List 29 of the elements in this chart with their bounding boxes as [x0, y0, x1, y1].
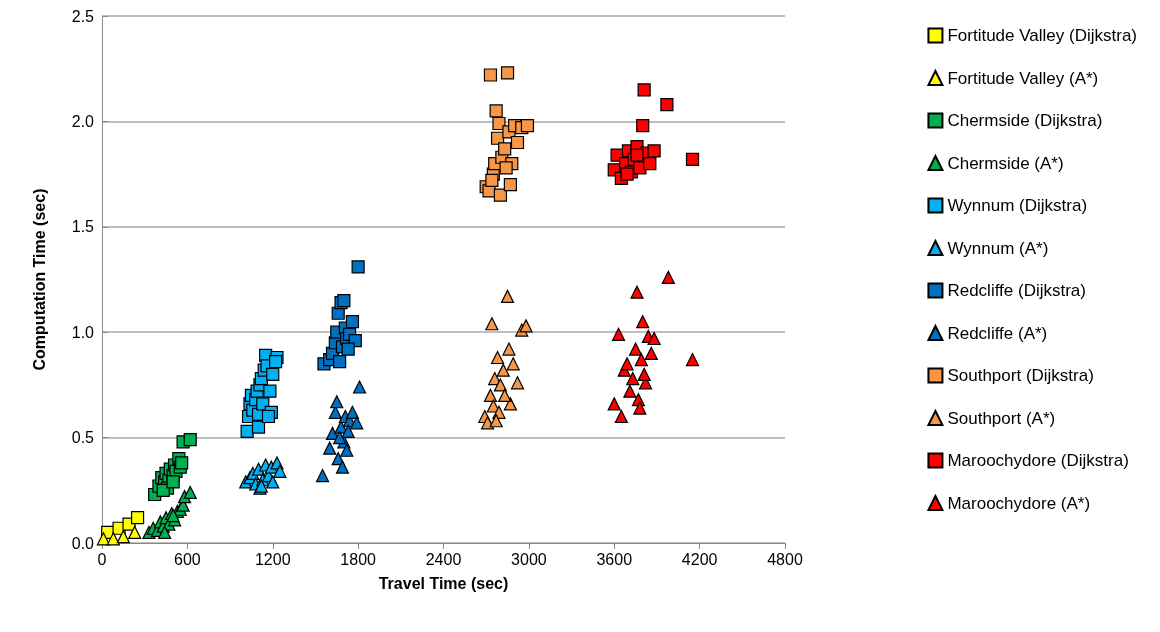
y-tick-label: 1.0	[71, 323, 95, 341]
legend-label: Maroochydore (A*)	[947, 493, 1091, 513]
y-axis-title: Computation Time (sec)	[30, 188, 48, 371]
x-tick-label: 1800	[340, 550, 377, 568]
y-tick-label: 2.5	[71, 7, 95, 25]
legend-label: Wynnum (A*)	[947, 238, 1049, 258]
x-axis-title: Travel Time (sec)	[378, 574, 509, 592]
x-tick-label: 1200	[254, 550, 291, 568]
x-tick-label: 0	[97, 550, 107, 568]
x-tick-label: 3000	[511, 550, 547, 568]
legend-label: Redcliffe (A*)	[947, 323, 1048, 343]
legend-label: Maroochydore (Dijkstra)	[947, 451, 1129, 470]
y-tick-label: 1.5	[71, 218, 95, 236]
legend-label: Fortitude Valley (Dijkstra)	[947, 26, 1138, 45]
y-tick-label: 0.0	[71, 534, 95, 552]
y-tick-label: 2.0	[71, 112, 95, 130]
x-tick-label: 2400	[425, 550, 462, 568]
y-tick-label: 0.5	[71, 429, 95, 447]
legend-label: Fortitude Valley (A*)	[947, 68, 1099, 88]
x-tick-label: 600	[174, 550, 201, 568]
x-tick-label: 3600	[596, 550, 633, 568]
x-tick-label: 4200	[681, 550, 718, 568]
legend-label: Southport (Dijkstra)	[947, 366, 1094, 385]
legend-label: Southport (A*)	[947, 408, 1056, 428]
legend-label: Redcliffe (Dijkstra)	[947, 281, 1086, 300]
legend-label: Wynnum (Dijkstra)	[947, 196, 1088, 215]
legend-label: Chermside (A*)	[947, 153, 1064, 173]
x-tick-label: 4800	[767, 550, 803, 568]
legend-label: Chermside (Dijkstra)	[947, 111, 1103, 130]
